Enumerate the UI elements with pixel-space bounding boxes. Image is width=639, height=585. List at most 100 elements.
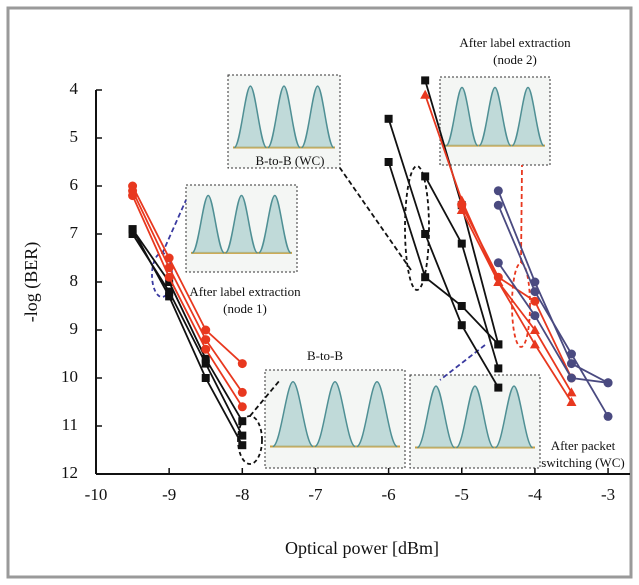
marker: [603, 411, 613, 421]
marker: [238, 441, 247, 450]
eye: [224, 194, 259, 254]
marker: [493, 272, 503, 282]
eye: [272, 381, 314, 448]
callout-line: [161, 199, 187, 255]
marker: [238, 417, 247, 426]
eye: [191, 194, 225, 254]
marker: [566, 359, 576, 369]
y-tick-label: 8: [70, 271, 79, 290]
marker: [201, 344, 211, 354]
marker: [457, 302, 466, 310]
callout-ellipse: [511, 262, 531, 348]
marker: [529, 325, 540, 334]
y-tick-label: 5: [70, 127, 79, 146]
marker: [237, 387, 247, 397]
series-line: [387, 118, 500, 389]
y-tick-label: 6: [70, 175, 79, 194]
series-line: [497, 204, 609, 417]
marker: [420, 89, 431, 99]
eye: [233, 85, 268, 149]
marker: [164, 263, 174, 273]
plot: 4 5 6 7 8 9 10 11 12 -10 -9 -8 -7 -6 -5 -4 -3: [61, 76, 630, 504]
marker: [421, 76, 430, 85]
marker: [494, 383, 503, 392]
marker: [566, 373, 576, 383]
annotation: switching (WC): [541, 455, 624, 470]
annotation: (node 1): [223, 301, 267, 316]
annotation: B-to-B: [307, 348, 343, 363]
series-line: [497, 262, 609, 384]
marker: [530, 287, 540, 297]
marker: [421, 230, 430, 238]
series-line: [460, 209, 573, 393]
marker: [201, 374, 210, 382]
y-tick-label: 4: [70, 79, 79, 98]
eye: [511, 86, 545, 147]
marker: [530, 311, 540, 321]
x-tick-label: -6: [382, 485, 396, 504]
callout-line: [339, 167, 412, 271]
y-tick-label: 9: [70, 319, 79, 338]
eye: [267, 85, 301, 149]
marker: [165, 278, 174, 286]
y-tick-label: 7: [70, 223, 79, 242]
eye: [455, 385, 495, 449]
marker: [493, 258, 503, 268]
marker: [237, 402, 247, 412]
eye: [445, 86, 479, 147]
insets: [151, 74, 551, 469]
marker: [165, 287, 174, 296]
y-tick-label: 12: [61, 463, 78, 482]
marker: [201, 359, 210, 368]
x-tick-label: -7: [308, 485, 323, 504]
marker: [457, 321, 466, 330]
eye: [478, 86, 512, 147]
marker: [493, 200, 503, 210]
annotation: After label extraction: [459, 35, 571, 50]
marker: [493, 186, 503, 196]
marker: [494, 340, 503, 349]
marker: [165, 292, 174, 301]
x-tick-label: -4: [528, 485, 543, 504]
annotation: After label extraction: [189, 284, 301, 299]
series-line: [131, 233, 244, 437]
marker: [128, 230, 137, 238]
marker: [128, 225, 137, 234]
marker: [603, 378, 613, 388]
marker: [237, 359, 247, 369]
x-tick-label: -8: [235, 485, 249, 504]
eye: [416, 385, 456, 449]
marker: [384, 158, 393, 166]
series-line: [387, 161, 499, 346]
series-line: [131, 228, 244, 422]
series-line: [131, 195, 244, 408]
callout-ellipse: [404, 165, 430, 291]
marker: [201, 325, 211, 335]
x-tick-label: -5: [455, 485, 469, 504]
annotation: B-to-B (WC): [256, 153, 325, 168]
marker: [238, 431, 247, 440]
annotation: (node 2): [493, 52, 537, 67]
eye: [300, 85, 335, 149]
marker: [457, 200, 467, 210]
marker: [128, 191, 138, 201]
series-line: [131, 190, 244, 393]
x-axis-label: Optical power [dBm]: [285, 538, 439, 558]
marker: [201, 354, 210, 363]
x-tick-label: -3: [601, 485, 615, 504]
eye: [314, 381, 356, 448]
marker: [529, 339, 540, 349]
marker: [421, 273, 430, 282]
y-tick-label: 11: [62, 415, 78, 434]
marker: [164, 253, 174, 263]
annotation: After packet: [551, 438, 616, 453]
marker: [384, 114, 393, 123]
eye: [356, 381, 398, 448]
marker: [164, 272, 174, 282]
marker: [566, 397, 577, 406]
marker: [566, 387, 577, 397]
marker: [201, 335, 211, 345]
marker: [494, 364, 503, 373]
x-tick-label: -9: [162, 485, 176, 504]
